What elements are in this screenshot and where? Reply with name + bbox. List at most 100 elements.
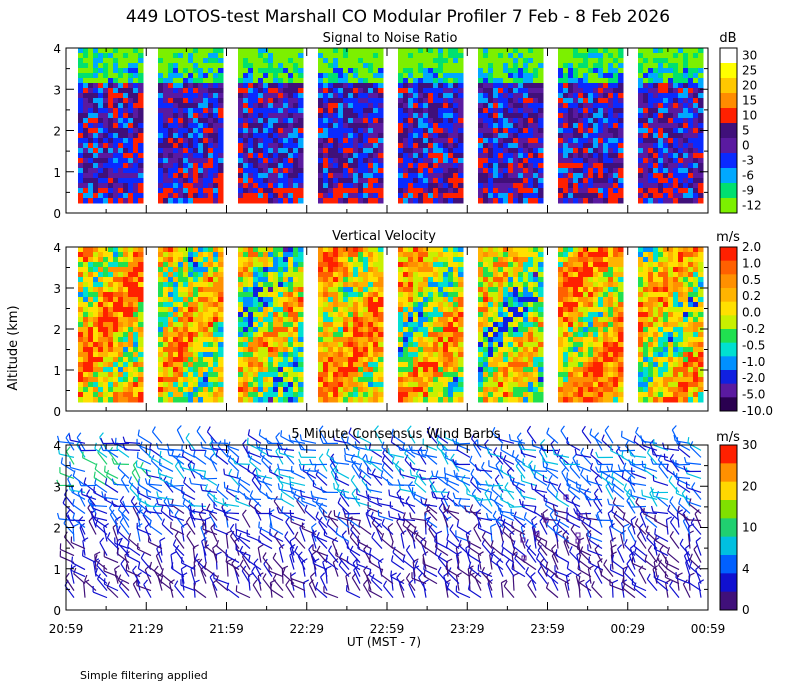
heatmap-cell (338, 78, 344, 84)
heatmap-cell (348, 367, 354, 373)
heatmap-cell (563, 163, 569, 169)
heatmap-cell (253, 302, 259, 308)
heatmap-cell (618, 173, 624, 179)
heatmap-cell (273, 168, 279, 174)
heatmap-cell (618, 133, 624, 139)
heatmap-cell (333, 327, 339, 333)
heatmap-cell (83, 188, 89, 194)
heatmap-cell (188, 292, 194, 298)
heatmap-cell (198, 53, 204, 59)
heatmap-cell (358, 128, 364, 134)
heatmap-cell (398, 178, 404, 184)
heatmap-cell (243, 153, 249, 159)
heatmap-cell (663, 63, 669, 69)
heatmap-cell (248, 327, 254, 333)
heatmap-cell (108, 372, 114, 378)
heatmap-cell (428, 108, 434, 114)
heatmap-cell (588, 163, 594, 169)
heatmap-cell (88, 277, 94, 283)
heatmap-cell (138, 277, 144, 283)
heatmap-cell (413, 48, 419, 54)
heatmap-cell (238, 307, 244, 313)
heatmap-cell (208, 362, 214, 368)
heatmap-cell (683, 53, 689, 59)
heatmap-cell (83, 78, 89, 84)
heatmap-cell (188, 123, 194, 129)
heatmap-cell (658, 88, 664, 94)
heatmap-cell (268, 322, 274, 328)
heatmap-cell (193, 133, 199, 139)
heatmap-cell (113, 257, 119, 263)
heatmap-cell (508, 93, 514, 99)
heatmap-cell (123, 113, 129, 119)
heatmap-cell (98, 188, 104, 194)
y-tick-label: 1 (53, 166, 61, 180)
heatmap-cell (98, 113, 104, 119)
heatmap-cell (128, 287, 134, 293)
heatmap-cell (338, 332, 344, 338)
heatmap-cell (488, 93, 494, 99)
heatmap-cell (333, 93, 339, 99)
heatmap-cell (288, 163, 294, 169)
heatmap-cell (513, 83, 519, 89)
heatmap-cell (138, 392, 144, 398)
heatmap-cell (498, 103, 504, 109)
heatmap-cell (578, 178, 584, 184)
heatmap-cell (408, 68, 414, 74)
heatmap-cell (218, 158, 224, 164)
heatmap-cell (178, 163, 184, 169)
heatmap-cell (173, 108, 179, 114)
heatmap-cell (363, 342, 369, 348)
heatmap-cell (258, 397, 264, 403)
heatmap-cell (78, 118, 84, 124)
heatmap-cell (373, 317, 379, 323)
heatmap-cell (333, 183, 339, 189)
heatmap-cell (523, 78, 529, 84)
heatmap-cell (353, 198, 359, 204)
heatmap-cell (128, 322, 134, 328)
heatmap-cell (288, 83, 294, 89)
heatmap-cell (533, 63, 539, 69)
heatmap-cell (298, 148, 304, 154)
heatmap-cell (598, 48, 604, 54)
heatmap-cell (163, 103, 169, 109)
heatmap-cell (443, 68, 449, 74)
heatmap-cell (333, 387, 339, 393)
heatmap-cell (558, 173, 564, 179)
heatmap-cell (323, 297, 329, 303)
heatmap-cell (338, 327, 344, 333)
heatmap-cell (618, 63, 624, 69)
heatmap-cell (593, 148, 599, 154)
heatmap-cell (123, 377, 129, 383)
heatmap-cell (603, 113, 609, 119)
heatmap-cell (88, 247, 94, 253)
heatmap-cell (213, 392, 219, 398)
heatmap-cell (283, 183, 289, 189)
heatmap-cell (458, 83, 464, 89)
heatmap-cell (243, 372, 249, 378)
heatmap-cell (503, 88, 509, 94)
heatmap-cell (648, 173, 654, 179)
heatmap-cell (218, 252, 224, 258)
heatmap-cell (398, 98, 404, 104)
heatmap-cell (238, 327, 244, 333)
heatmap-cell (353, 63, 359, 69)
heatmap-cell (508, 83, 514, 89)
heatmap-cell (263, 53, 269, 59)
heatmap-cell (238, 153, 244, 159)
heatmap-cell (333, 168, 339, 174)
heatmap-cell (538, 173, 544, 179)
heatmap-cell (593, 193, 599, 199)
heatmap-cell (558, 188, 564, 194)
heatmap-cell (518, 188, 524, 194)
heatmap-cell (203, 357, 209, 363)
heatmap-cell (518, 48, 524, 54)
heatmap-cell (203, 287, 209, 293)
heatmap-cell (668, 53, 674, 59)
heatmap-cell (118, 48, 124, 54)
heatmap-cell (598, 88, 604, 94)
heatmap-cell (643, 143, 649, 149)
heatmap-cell (278, 133, 284, 139)
heatmap-cell (133, 362, 139, 368)
heatmap-cell (338, 257, 344, 263)
